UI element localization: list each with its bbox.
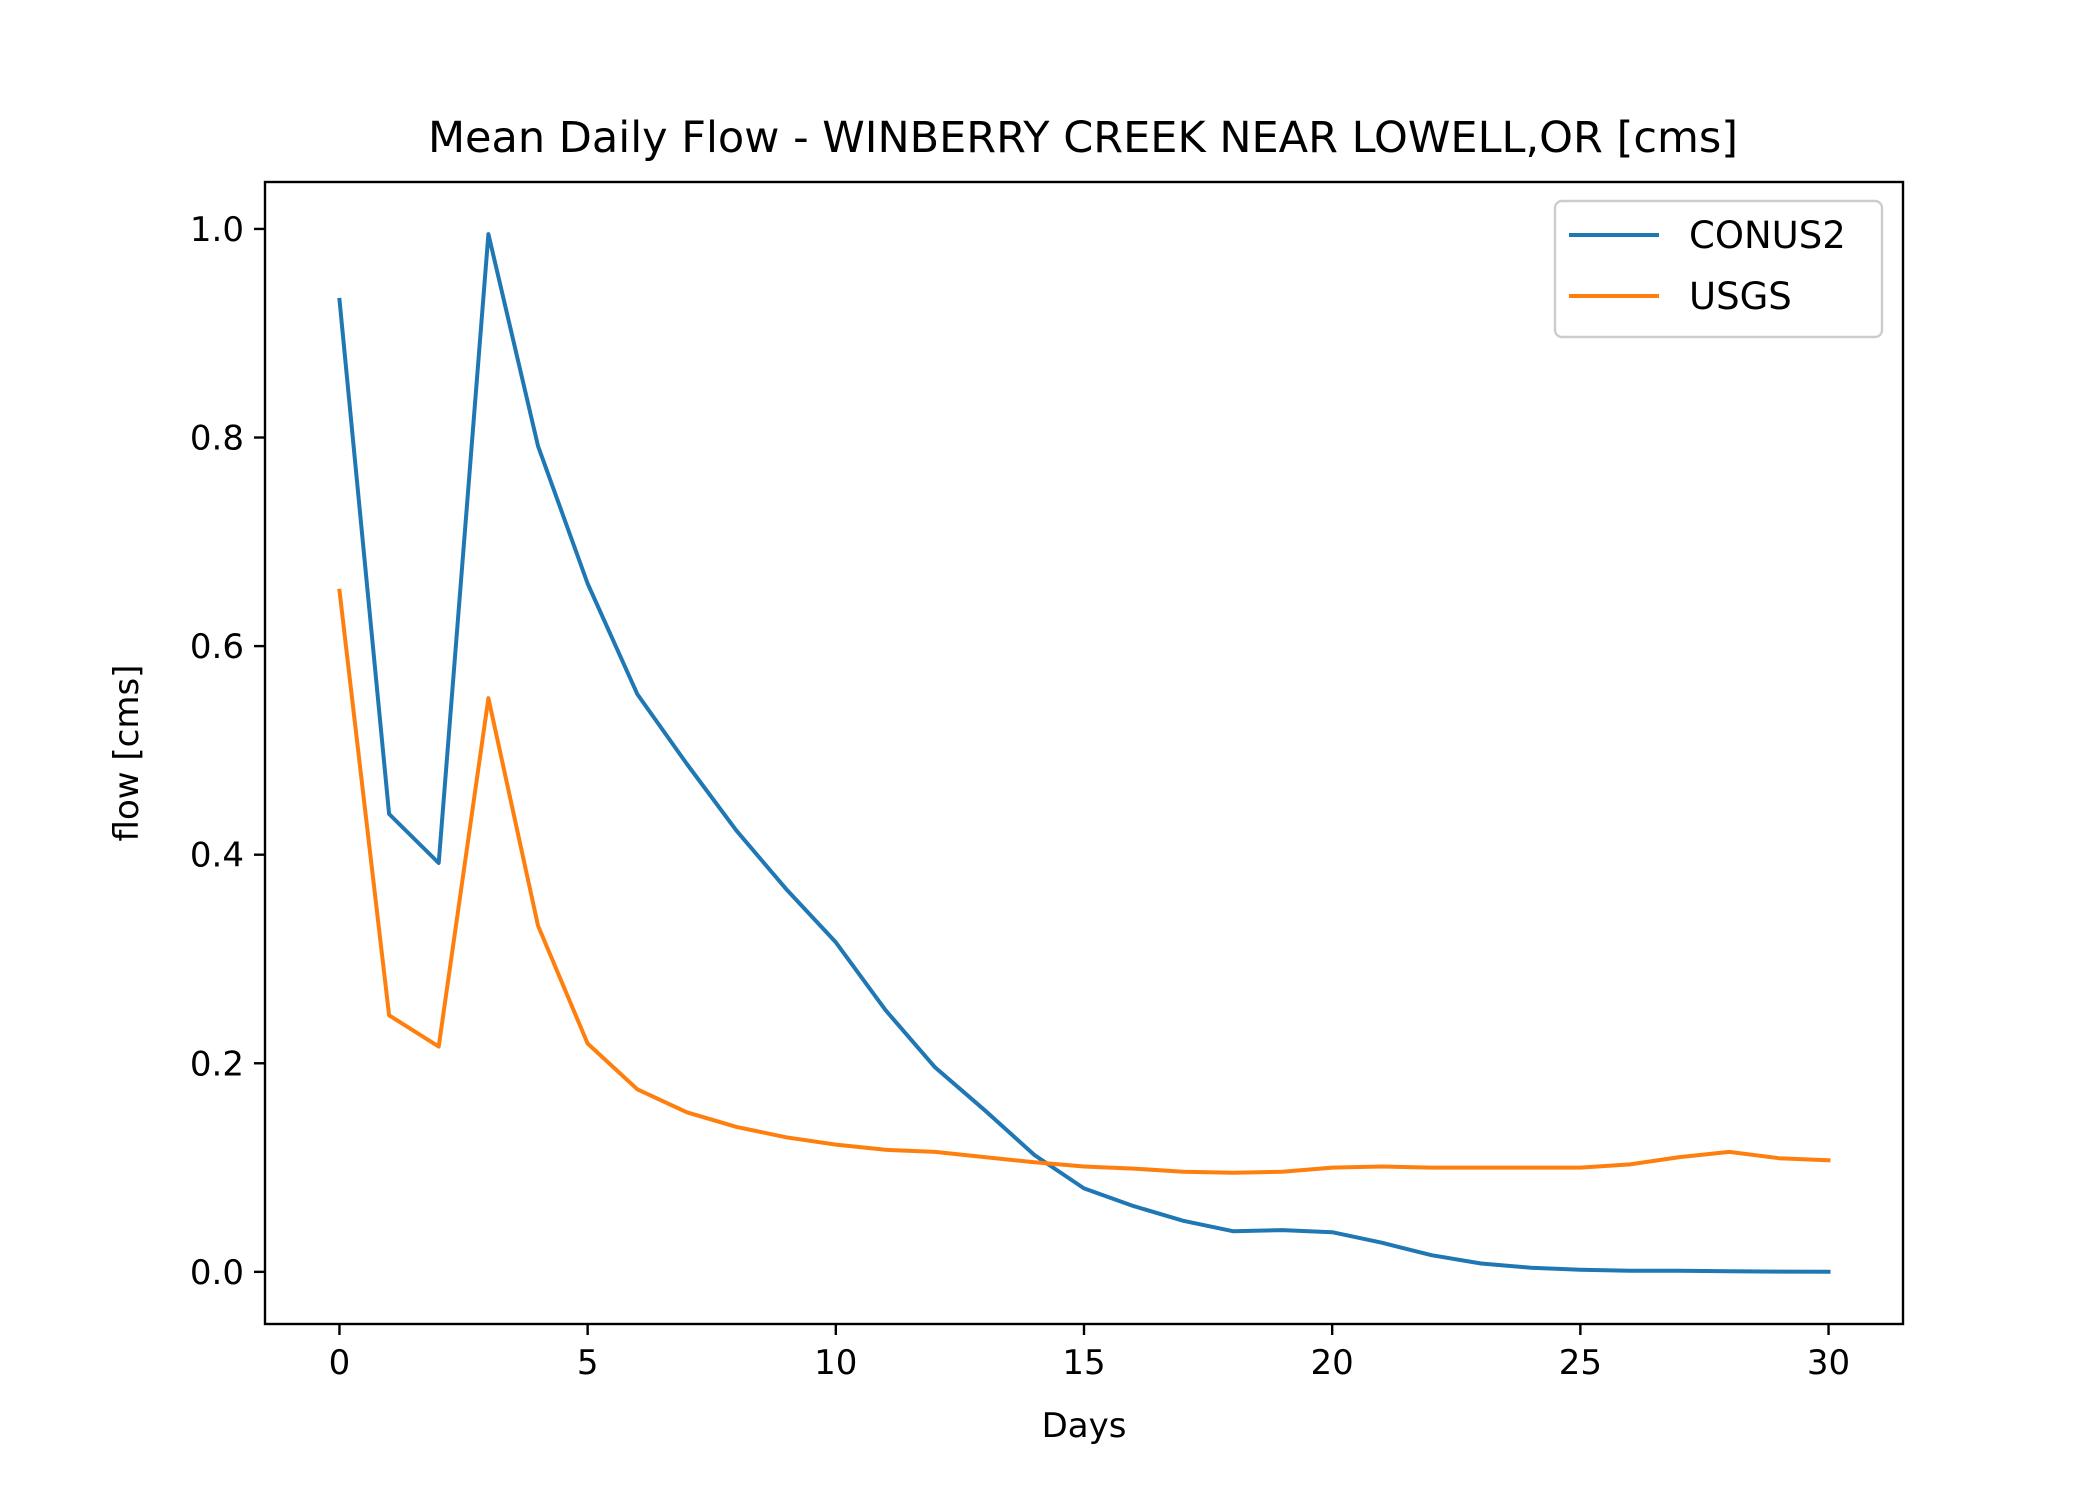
- x-tick-label: 5: [577, 1343, 599, 1383]
- x-tick-label: 25: [1559, 1343, 1602, 1383]
- y-tick-label: 0.8: [190, 419, 244, 459]
- y-axis: 0.0 0.2 0.4 0.6 0.8 1.0: [190, 210, 265, 1293]
- x-tick-label: 15: [1062, 1343, 1105, 1383]
- y-tick-label: 0.4: [190, 836, 244, 876]
- series-line-conus2: [337, 232, 1831, 1274]
- chart-title: Mean Daily Flow - WINBERRY CREEK NEAR LO…: [428, 113, 1738, 163]
- y-tick-label: 0.6: [190, 627, 244, 667]
- series-layer: [337, 232, 1831, 1274]
- series-line-usgs: [337, 588, 1831, 1175]
- x-tick-label: 10: [814, 1343, 857, 1383]
- x-axis-label: Days: [1042, 1406, 1127, 1446]
- x-axis: 0 5 10 15 20 25 30: [329, 1324, 1850, 1383]
- legend-label-conus2: CONUS2: [1689, 214, 1846, 257]
- y-axis-label: flow [cms]: [107, 665, 147, 842]
- legend-label-usgs: USGS: [1689, 275, 1792, 318]
- y-tick-label: 0.2: [190, 1044, 244, 1084]
- legend: CONUS2 USGS: [1553, 199, 1884, 339]
- plot-frame: [263, 180, 1905, 1326]
- y-tick-label: 1.0: [190, 210, 244, 250]
- x-tick-label: 0: [329, 1343, 351, 1383]
- y-tick-label: 0.0: [190, 1253, 244, 1293]
- x-tick-label: 30: [1807, 1343, 1850, 1383]
- x-tick-label: 20: [1311, 1343, 1354, 1383]
